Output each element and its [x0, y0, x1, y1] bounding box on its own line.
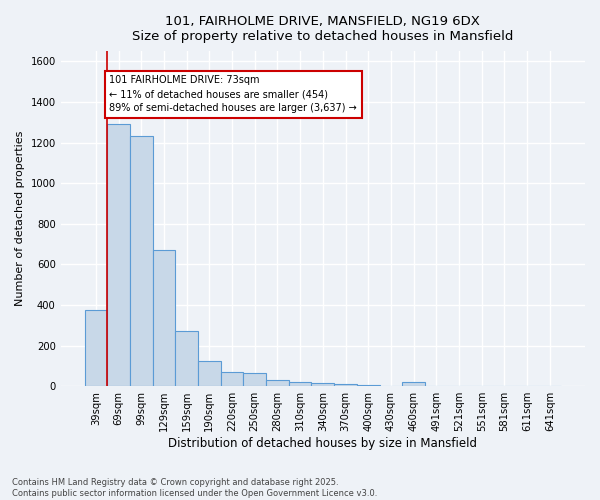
Bar	[311, 383, 334, 386]
Text: Contains HM Land Registry data © Crown copyright and database right 2025.
Contai: Contains HM Land Registry data © Crown c…	[12, 478, 377, 498]
Bar	[198, 361, 221, 386]
Bar	[289, 382, 311, 386]
Title: 101, FAIRHOLME DRIVE, MANSFIELD, NG19 6DX
Size of property relative to detached : 101, FAIRHOLME DRIVE, MANSFIELD, NG19 6D…	[132, 15, 514, 43]
Bar	[244, 373, 266, 386]
Bar	[357, 385, 380, 386]
Bar	[107, 124, 130, 386]
Bar	[175, 332, 198, 386]
Bar	[334, 384, 357, 386]
Bar	[266, 380, 289, 386]
X-axis label: Distribution of detached houses by size in Mansfield: Distribution of detached houses by size …	[169, 437, 478, 450]
Bar	[152, 250, 175, 386]
Text: 101 FAIRHOLME DRIVE: 73sqm
← 11% of detached houses are smaller (454)
89% of sem: 101 FAIRHOLME DRIVE: 73sqm ← 11% of deta…	[109, 76, 357, 114]
Bar	[221, 372, 244, 386]
Bar	[85, 310, 107, 386]
Bar	[402, 382, 425, 386]
Y-axis label: Number of detached properties: Number of detached properties	[15, 131, 25, 306]
Bar	[130, 136, 152, 386]
